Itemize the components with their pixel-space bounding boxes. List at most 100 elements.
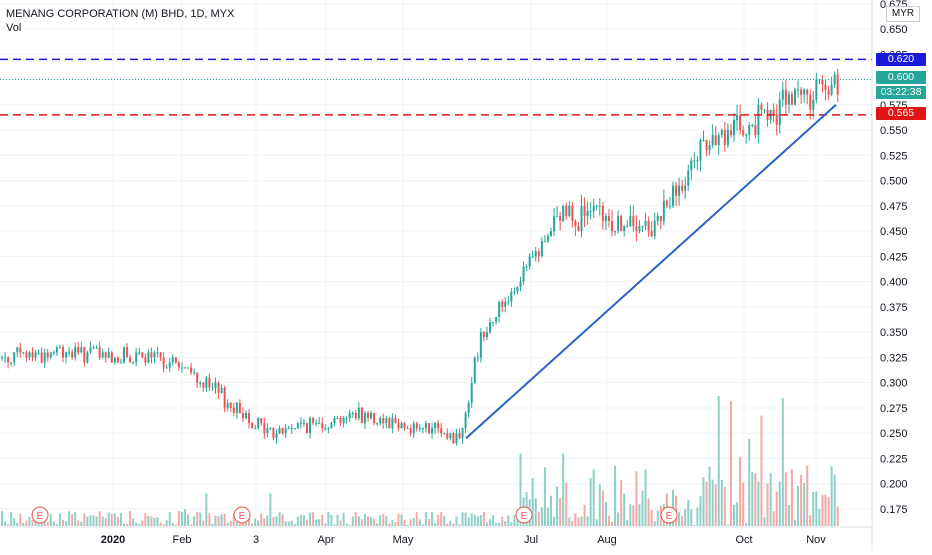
candle-body: [4, 357, 7, 359]
candle-body: [537, 251, 540, 257]
candle-body: [687, 170, 690, 186]
volume-bar: [583, 504, 586, 526]
candle-body: [351, 413, 354, 414]
candle-body: [720, 130, 723, 136]
volume-bar: [574, 513, 577, 526]
volume-bar: [409, 519, 412, 526]
volume-bar: [269, 493, 272, 526]
volume-bar: [318, 519, 321, 526]
candle-body: [586, 210, 589, 216]
candle-body: [391, 418, 394, 429]
candle-body: [449, 433, 452, 439]
volume-bar: [327, 512, 330, 526]
candle-body: [482, 332, 485, 338]
volume-bar: [729, 401, 732, 526]
volume-bar: [446, 523, 449, 526]
candle-body: [412, 423, 415, 434]
earnings-event-circle: [515, 506, 533, 524]
volume-bar: [360, 519, 363, 526]
volume-bar: [37, 520, 40, 526]
volume-bar: [217, 516, 220, 526]
candle-body: [199, 382, 202, 384]
time-axis[interactable]: 2020 Feb 3 Apr May Jul Aug Oct Nov: [101, 534, 827, 546]
volume-bar: [296, 516, 299, 526]
reference-lines: [0, 58, 872, 440]
candle-body: [309, 418, 312, 434]
volume-bar: [71, 513, 74, 526]
earnings-event-marker[interactable]: E: [515, 506, 533, 524]
candle-body: [546, 236, 549, 242]
volume-bar: [184, 509, 186, 526]
volume-bar: [510, 522, 513, 526]
price-tick-label: 0.175: [880, 504, 908, 516]
volume-bar: [168, 512, 171, 526]
time-tick-label: Oct: [735, 534, 752, 546]
candle-body: [180, 367, 183, 369]
volume-bar: [257, 520, 260, 526]
volume-bar: [592, 469, 595, 526]
candle-body: [434, 423, 437, 429]
candle-body: [620, 215, 623, 232]
candle-body: [339, 418, 342, 424]
candle-body: [37, 352, 40, 354]
chart-title: MENANG CORPORATION (M) BHD, 1D, MYX: [6, 8, 235, 20]
earnings-event-marker[interactable]: E: [233, 506, 251, 524]
volume-bar: [119, 513, 122, 526]
candle-body: [772, 109, 775, 115]
candle-body: [617, 215, 620, 232]
candle-body: [376, 423, 379, 425]
volume-bar: [376, 523, 379, 526]
volume-bar: [495, 522, 498, 526]
volume-bar: [406, 524, 409, 526]
earnings-event-circle: [31, 506, 49, 524]
candle-body: [775, 114, 778, 125]
candle-body: [830, 84, 833, 95]
candle-body: [461, 428, 464, 439]
candle-body: [241, 413, 244, 419]
candle-body: [550, 231, 552, 237]
volume-bar: [92, 515, 95, 526]
volume-bar: [726, 524, 729, 526]
volume-bar: [766, 483, 769, 526]
volume-bar: [617, 512, 620, 526]
volume-bar: [345, 523, 348, 526]
volume-bar: [22, 522, 25, 526]
candle-body: [421, 428, 424, 430]
candles: [1, 68, 839, 446]
earnings-event-marker[interactable]: E: [31, 506, 49, 524]
candle-body: [196, 372, 199, 383]
volume-bar: [467, 517, 470, 526]
volume-bar: [58, 513, 61, 526]
volume-bar: [211, 523, 214, 526]
volume-bar: [147, 515, 150, 526]
candle-body: [336, 418, 339, 420]
volume-bar: [571, 520, 574, 526]
candle-body: [7, 357, 10, 363]
volume-bar: [546, 507, 549, 526]
candle-body: [754, 125, 757, 136]
candle-body: [745, 135, 748, 137]
volume-bar: [333, 524, 336, 526]
trendline: [465, 104, 837, 440]
candle-body: [110, 352, 113, 363]
candle-body: [516, 286, 519, 292]
volume-bar: [290, 520, 293, 526]
candle-body: [763, 109, 766, 111]
candle-body: [135, 352, 138, 363]
candle-body: [662, 200, 665, 221]
volume-bar: [431, 512, 434, 526]
candle-body: [455, 433, 458, 444]
volume-bar: [638, 504, 641, 526]
volume-bar: [794, 519, 796, 526]
volume-bar: [238, 523, 241, 526]
earnings-event-marker[interactable]: E: [660, 506, 678, 524]
volume-bar: [150, 516, 153, 526]
earnings-event-label: E: [521, 511, 528, 522]
volume-bar: [696, 507, 699, 526]
volume-bar: [49, 514, 52, 526]
volume-bars: [1, 396, 839, 526]
currency-unit-button[interactable]: MYR: [886, 6, 920, 22]
